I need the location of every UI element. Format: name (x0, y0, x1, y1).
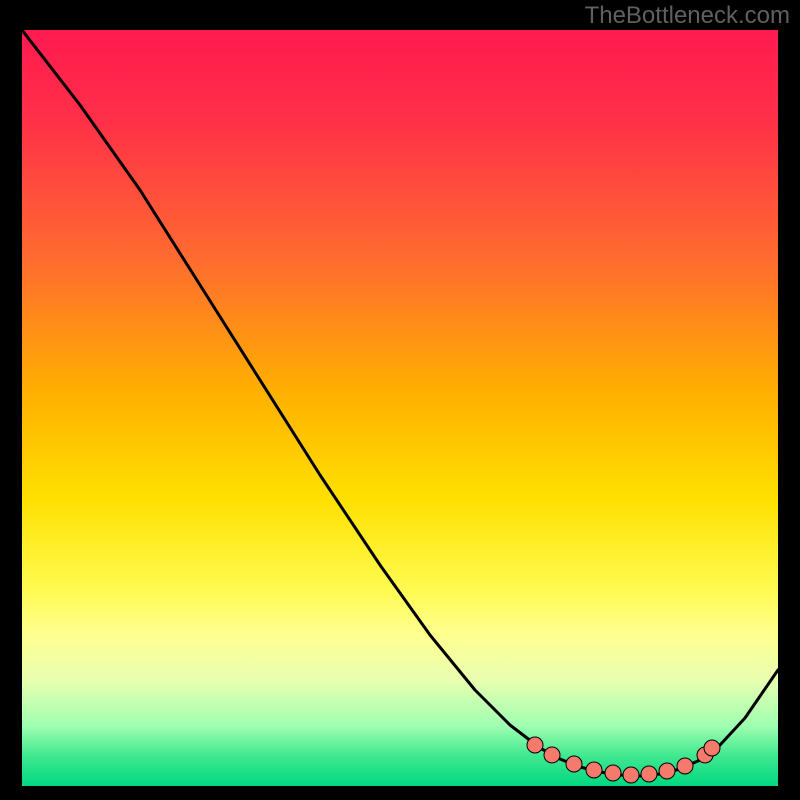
marker-point (623, 767, 639, 783)
marker-point (659, 763, 675, 779)
marker-point (605, 765, 621, 781)
gradient-background (22, 30, 778, 786)
marker-point (641, 766, 657, 782)
marker-point (586, 762, 602, 778)
marker-point (704, 740, 720, 756)
marker-point (527, 737, 543, 753)
marker-point (677, 758, 693, 774)
marker-point (566, 756, 582, 772)
watermark-text: TheBottleneck.com (585, 2, 790, 30)
marker-point (544, 747, 560, 763)
bottleneck-chart (22, 30, 778, 786)
chart-container: { "watermark": { "text": "TheBottleneck.… (0, 0, 800, 800)
